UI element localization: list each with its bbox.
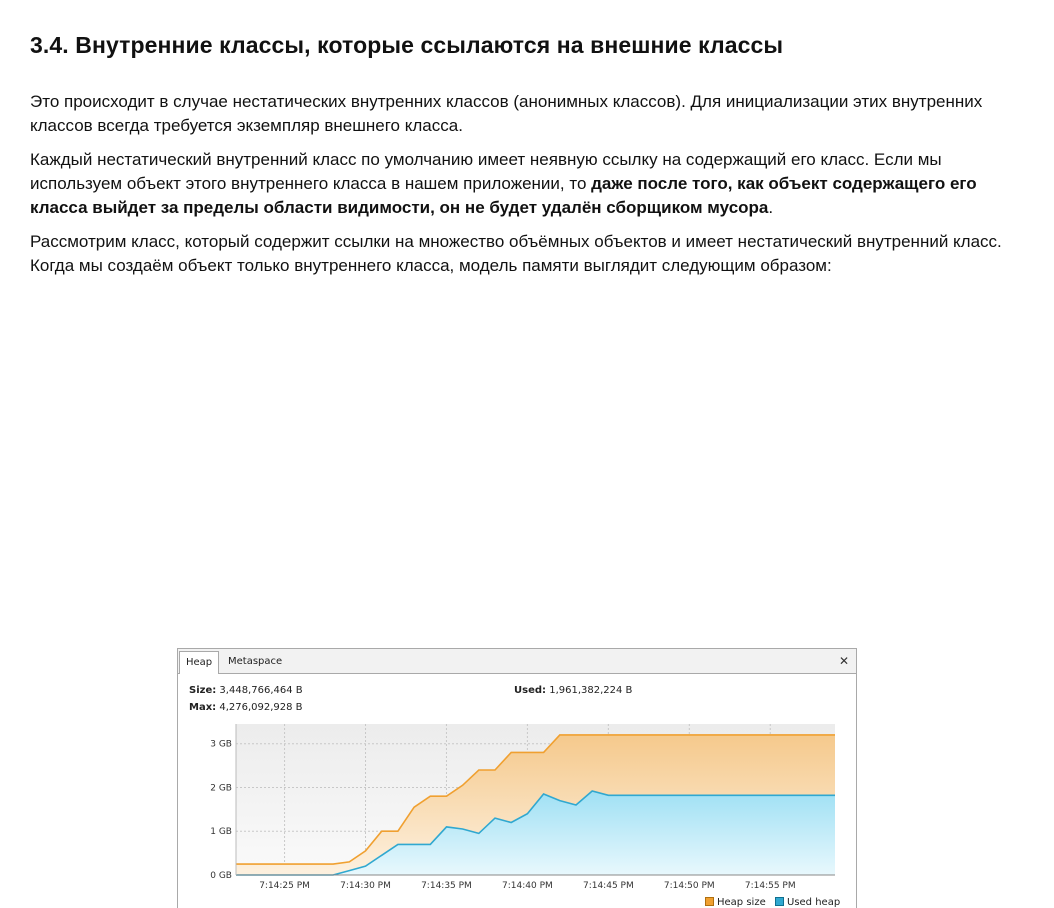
used-value: 1,961,382,224 B xyxy=(549,685,633,696)
paragraph-2-bold: даже после того, как объект содержащего … xyxy=(30,174,977,217)
size-label: Size: xyxy=(189,685,217,696)
tab-heap[interactable]: Heap xyxy=(179,651,220,674)
x-tick-label: 7:14:35 PM xyxy=(421,881,472,891)
close-icon[interactable]: ✕ xyxy=(838,654,849,668)
legend-used-heap: Used heap xyxy=(775,897,840,908)
used-heap-area xyxy=(236,791,835,875)
panel-tab-bar: Heap Metaspace ✕ xyxy=(178,649,856,674)
x-tick-label: 7:14:50 PM xyxy=(664,881,715,891)
used-label: Used: xyxy=(514,685,547,696)
y-tick-label: 1 GB xyxy=(210,827,232,837)
x-tick-label: 7:14:55 PM xyxy=(745,881,796,891)
used-stat: Used: 1,961,382,224 B xyxy=(514,682,632,699)
legend-heap-size: Heap size xyxy=(705,897,766,908)
used-heap-line xyxy=(236,790,835,876)
paragraph-2: Каждый нестатический внутренний класс по… xyxy=(30,148,1020,220)
max-value: 4,276,092,928 B xyxy=(219,702,303,713)
x-tick-label: 7:14:25 PM xyxy=(259,881,310,891)
max-label: Max: xyxy=(189,702,217,713)
size-stat: Size: 3,448,766,464 B xyxy=(189,682,303,699)
size-value: 3,448,766,464 B xyxy=(219,685,303,696)
y-tick-label: 2 GB xyxy=(210,783,232,793)
legend-heap-size-swatch xyxy=(705,897,714,906)
legend-used-heap-label: Used heap xyxy=(787,897,841,908)
article: 3.4. Внутренние классы, которые ссылаютс… xyxy=(30,28,1020,278)
tab-metaspace[interactable]: Metaspace xyxy=(228,656,283,667)
heap-chart: 0 GB 1 GB 2 GB 3 GB 7:14:25 PM 7:14:30 PM 7:14… xyxy=(210,724,835,891)
heap-size-line xyxy=(236,734,835,865)
memory-monitor-panel: Heap Metaspace ✕ Size: 3,448,766,464 B M… xyxy=(177,648,857,908)
max-stat: Max: 4,276,092,928 B xyxy=(189,699,303,716)
x-tick-label: 7:14:30 PM xyxy=(340,881,391,891)
paragraph-3: Рассмотрим класс, который содержит ссылк… xyxy=(30,232,1002,275)
y-tick-label: 3 GB xyxy=(210,740,232,750)
legend-heap-size-label: Heap size xyxy=(717,897,766,908)
paragraph-1: Это происходит в случае нестатических вн… xyxy=(30,92,983,135)
paragraph-2-start: Каждый нестатический внутренний класс по… xyxy=(30,150,942,193)
y-tick-label: 0 GB xyxy=(210,871,232,881)
paragraph-2-end: . xyxy=(768,198,774,217)
section-heading: 3.4. Внутренние классы, которые ссылаютс… xyxy=(30,32,784,58)
x-tick-label: 7:14:45 PM xyxy=(583,881,634,891)
x-tick-label: 7:14:40 PM xyxy=(502,881,553,891)
legend-used-heap-swatch xyxy=(775,897,784,906)
